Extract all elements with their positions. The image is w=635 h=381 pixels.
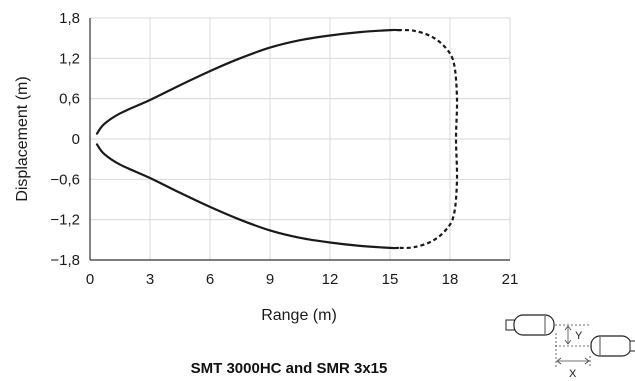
x-tick-label: 18	[442, 271, 459, 288]
receiver-icon	[590, 335, 635, 357]
y-dimension-marker	[555, 324, 592, 347]
displacement-diagram: Y X	[505, 314, 635, 380]
y-tick-label: −1,8	[50, 252, 80, 269]
series-range-limit-dashed	[397, 28, 459, 250]
y-tick-label: −0,6	[50, 171, 80, 188]
y-tick-label: 1,8	[59, 10, 80, 27]
chart-grid	[89, 17, 511, 261]
x-tick-labels: 0 3 6 9 12 15 18 21	[86, 271, 519, 288]
x-tick-label: 6	[206, 271, 214, 288]
x-tick-label: 21	[502, 271, 519, 288]
plot-frame	[89, 18, 510, 261]
series-lines	[95, 28, 459, 250]
series-upper-boundary	[95, 28, 400, 135]
x-tick-label: 15	[382, 271, 399, 288]
x-tick-label: 3	[146, 271, 154, 288]
x-axis-label: Range (m)	[261, 307, 337, 324]
x-tick-label: 9	[266, 271, 274, 288]
transmitter-icon	[505, 314, 555, 336]
y-tick-labels: 1,8 1,2 0,6 0 −0,6 −1,2 −1,8	[50, 10, 80, 269]
y-tick-label: 1,2	[59, 50, 80, 67]
x-dimension-label: X	[569, 368, 577, 380]
y-dimension-label: Y	[575, 330, 583, 342]
x-tick-label: 0	[86, 271, 94, 288]
y-tick-label: −1,2	[50, 212, 80, 229]
x-dimension-marker	[555, 333, 591, 368]
series-lower-boundary	[95, 143, 400, 250]
chart-caption: SMT 3000HC and SMR 3x15	[191, 360, 388, 377]
y-tick-label: 0	[72, 131, 80, 148]
x-tick-label: 12	[322, 271, 339, 288]
y-tick-label: 0,6	[59, 91, 80, 108]
y-axis-label: Displacement (m)	[14, 76, 31, 201]
